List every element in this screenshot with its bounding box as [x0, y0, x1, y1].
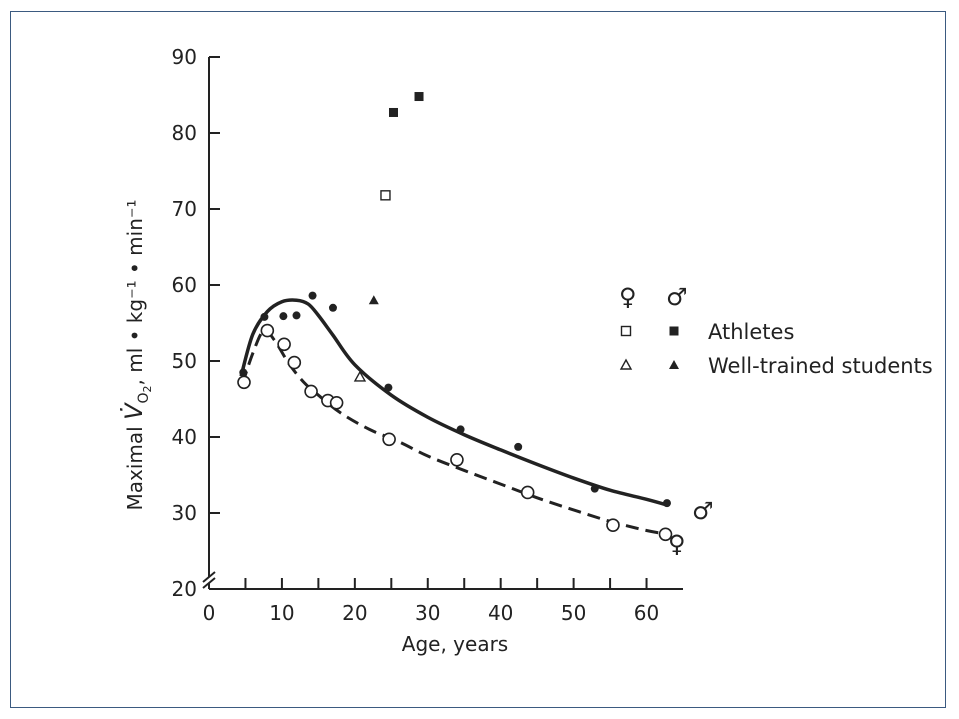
legend-marker-filled-square	[669, 326, 679, 336]
point-open-circle	[260, 323, 275, 338]
point-open-circle	[329, 395, 344, 410]
legend-label-athletes: Athletes	[708, 320, 794, 344]
figure-frame	[10, 11, 946, 708]
point-filled-circle	[239, 368, 248, 377]
x-tick-label: 0	[203, 601, 216, 625]
y-tick-label: 40	[172, 425, 197, 449]
y-axis-title-units: , ml • kg⁻¹ • min⁻¹	[123, 200, 147, 386]
point-open-circle	[287, 355, 302, 370]
point-open-circle	[520, 485, 535, 500]
legend: ♀ ♂ Athletes Well-trained students	[619, 283, 933, 378]
point-filled-square	[414, 92, 424, 102]
y-axis-title-subscript: O	[136, 392, 152, 403]
y-tick-label: 30	[172, 501, 197, 525]
y-axis-title: Maximal V̇O2, ml • kg⁻¹ • min⁻¹	[120, 200, 154, 511]
point-open-circle	[606, 518, 620, 532]
y-tick-label: 50	[172, 349, 197, 373]
point-filled-circle	[260, 312, 269, 321]
point-filled-circle	[279, 312, 288, 321]
x-tick-label: 60	[634, 601, 659, 625]
x-tick-label: 40	[488, 601, 513, 625]
y-axis-title-prefix: Maximal	[123, 426, 147, 510]
axes	[202, 57, 683, 590]
point-filled-circle	[662, 499, 671, 508]
legend-label-students: Well-trained students	[708, 354, 933, 378]
point-filled-triangle	[368, 295, 379, 305]
point-filled-circle	[384, 383, 393, 392]
point-open-circle	[237, 375, 251, 390]
x-tick-label: 10	[269, 601, 294, 625]
y-axis-title-subscript-2: 2	[141, 385, 154, 392]
point-filled-square	[388, 107, 398, 117]
x-tick-label: 20	[342, 601, 367, 625]
fit-curves	[239, 298, 669, 536]
y-tick-label: 70	[172, 197, 197, 221]
point-open-circle	[382, 432, 396, 447]
y-tick-label: 20	[172, 577, 197, 601]
point-filled-circle	[456, 425, 465, 434]
x-tick-label: 30	[415, 601, 440, 625]
male-curve-label: ♂	[692, 497, 714, 525]
y-axis-break	[202, 571, 216, 583]
point-open-circle	[304, 384, 318, 399]
legend-marker-open-triangle	[619, 358, 633, 370]
point-filled-circle	[308, 291, 317, 300]
ticks: 20 30 40 50 60 70 80 90 0 10 20 30 40 50 60	[172, 45, 660, 625]
point-open-circle	[450, 452, 464, 467]
y-tick-label: 90	[172, 45, 197, 69]
point-open-triangle	[353, 370, 367, 382]
data-points	[237, 92, 673, 542]
y-tick-label: 60	[172, 273, 197, 297]
legend-marker-filled-triangle	[669, 360, 679, 369]
legend-female-symbol: ♀	[619, 283, 637, 311]
y-tick-label: 80	[172, 121, 197, 145]
y-axis-title-symbol: V̇	[120, 402, 148, 420]
point-open-square	[380, 190, 391, 201]
point-open-circle	[658, 527, 673, 542]
point-filled-circle	[328, 303, 337, 312]
x-tick-label: 50	[561, 601, 586, 625]
legend-marker-open-square	[620, 325, 632, 337]
fit-curve--series-0	[239, 298, 669, 508]
point-filled-circle	[590, 484, 599, 493]
x-axis-title: Age, years	[402, 632, 508, 656]
point-filled-circle	[292, 311, 301, 320]
point-filled-circle	[514, 442, 523, 451]
point-open-circle	[277, 337, 291, 352]
legend-male-symbol: ♂	[666, 283, 688, 311]
female-curve-label: ♀	[668, 530, 686, 558]
